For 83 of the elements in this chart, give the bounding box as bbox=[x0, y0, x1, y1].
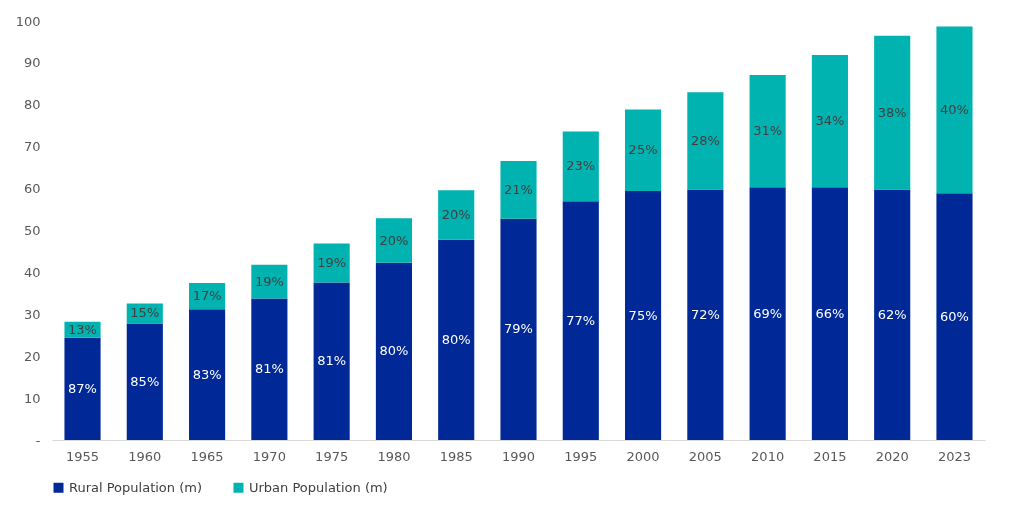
annotation: 40% bbox=[940, 101, 969, 117]
x-tick-label: 1990 bbox=[501, 448, 536, 464]
annotation: 66% bbox=[815, 305, 845, 321]
annotation: 79% bbox=[504, 321, 533, 337]
bar bbox=[375, 218, 412, 263]
bar bbox=[625, 191, 662, 440]
bar bbox=[749, 187, 786, 440]
annotation: 60% bbox=[940, 308, 969, 324]
annotation: 81% bbox=[317, 353, 347, 369]
annotation: 23% bbox=[566, 158, 596, 174]
annotation: 15% bbox=[130, 305, 160, 321]
x-tick-label: 1985 bbox=[439, 448, 473, 464]
x-tick-label: 2020 bbox=[875, 448, 909, 464]
annotation: 20% bbox=[441, 207, 471, 222]
bar bbox=[375, 262, 412, 440]
bar bbox=[687, 92, 724, 190]
bar bbox=[313, 282, 350, 440]
x-tick-label: 1965 bbox=[190, 448, 224, 464]
annotation: 81% bbox=[254, 361, 284, 377]
annotation: 34% bbox=[815, 113, 845, 129]
bar bbox=[64, 337, 101, 440]
bar bbox=[687, 189, 724, 440]
annotation: 87% bbox=[68, 380, 97, 396]
bar bbox=[936, 193, 973, 440]
y-tick-label: 100 bbox=[15, 13, 41, 29]
x-tick-label: 2023 bbox=[937, 448, 972, 464]
annotation: 85% bbox=[130, 373, 160, 389]
annotation: 80% bbox=[379, 343, 409, 359]
annotation: 13% bbox=[68, 321, 97, 337]
legend-label: Urban Population (m) bbox=[249, 479, 388, 495]
y-tick-label: - bbox=[35, 432, 41, 448]
annotation: 62% bbox=[877, 306, 907, 322]
annotation: 38% bbox=[877, 104, 907, 120]
x-tick-label: 1995 bbox=[564, 448, 598, 464]
x-tick-label: 1960 bbox=[128, 448, 162, 464]
annotation: 19% bbox=[254, 273, 284, 289]
x-tick-label: 1970 bbox=[252, 448, 286, 464]
annotation: 77% bbox=[566, 312, 596, 328]
bar bbox=[500, 160, 537, 219]
x-tick-label: 2000 bbox=[626, 448, 660, 464]
x-tick-label: 1975 bbox=[315, 448, 349, 464]
y-tick-label: 20 bbox=[23, 348, 41, 364]
annotation: 31% bbox=[753, 123, 783, 139]
bar bbox=[189, 309, 226, 440]
bar bbox=[936, 26, 973, 194]
bar bbox=[562, 201, 599, 440]
annotation: 20% bbox=[379, 232, 409, 248]
annotation: 17% bbox=[192, 288, 222, 304]
bar bbox=[438, 190, 475, 240]
bar bbox=[874, 35, 911, 190]
y-tick-label: 40 bbox=[23, 264, 41, 280]
x-tick-label: 2015 bbox=[813, 448, 847, 464]
annotation: 69% bbox=[753, 305, 783, 321]
annotation: 80% bbox=[441, 331, 471, 347]
y-tick-label: 10 bbox=[23, 390, 41, 406]
bar bbox=[749, 75, 786, 188]
bar bbox=[874, 189, 911, 440]
x-tick-label: 1980 bbox=[377, 448, 411, 464]
x-tick-label: 1955 bbox=[65, 448, 100, 464]
x-tick-label: 2010 bbox=[751, 448, 785, 464]
bar bbox=[251, 298, 288, 440]
annotation: 83% bbox=[192, 366, 222, 382]
y-tick-label: 70 bbox=[23, 139, 41, 155]
annotation: 19% bbox=[317, 254, 347, 270]
annotation: 21% bbox=[504, 181, 533, 197]
y-tick-label: 90 bbox=[23, 55, 41, 71]
annotation: 72% bbox=[690, 306, 720, 322]
y-tick-label: 50 bbox=[23, 223, 41, 238]
bar bbox=[126, 323, 163, 440]
bar bbox=[562, 131, 599, 202]
annotation: 75% bbox=[628, 307, 658, 323]
x-tick-label: 2005 bbox=[688, 448, 722, 464]
bar bbox=[811, 54, 848, 188]
annotation: 28% bbox=[690, 132, 720, 148]
bar bbox=[500, 218, 537, 440]
bar bbox=[811, 187, 848, 440]
bar bbox=[625, 109, 662, 192]
y-tick-label: 80 bbox=[23, 97, 41, 113]
bar bbox=[438, 239, 475, 440]
legend-label: Rural Population (m) bbox=[69, 479, 202, 495]
y-tick-label: 60 bbox=[23, 181, 41, 197]
y-tick-label: 30 bbox=[23, 306, 41, 322]
annotation: 25% bbox=[628, 142, 658, 158]
